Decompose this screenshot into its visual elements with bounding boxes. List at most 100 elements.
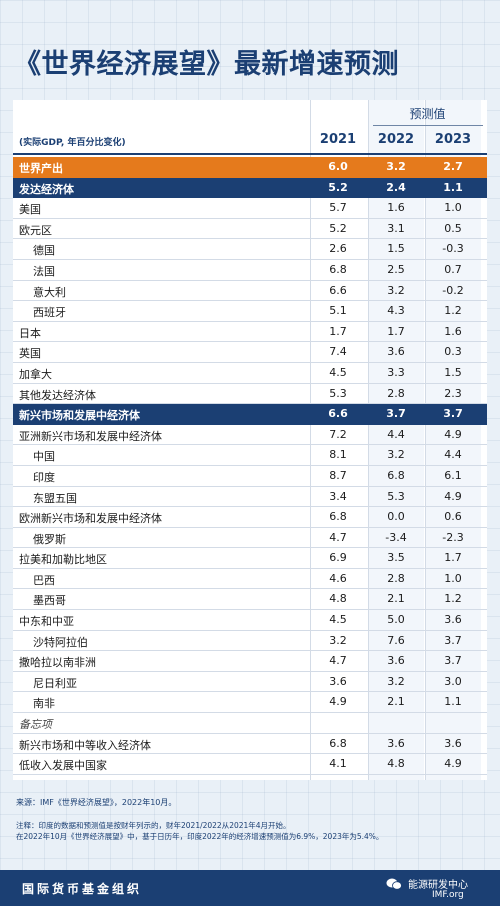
row-label: 新兴市场和中等收入经济体 [19, 738, 151, 752]
table-row: 加拿大 4.5 3.3 1.5 [13, 363, 487, 384]
value-cell-2021: 6.6 [328, 407, 348, 421]
value-cell-2023: 0.5 [444, 221, 462, 235]
year-header-2022: 2022 [377, 132, 415, 147]
value-cell-2023: 4.9 [444, 489, 462, 503]
value-cell-2022: 3.2 [387, 283, 405, 297]
value-cell-2022: 2.8 [387, 571, 405, 585]
value-cell-2023: 3.0 [444, 674, 462, 688]
value-cell-2023: -0.2 [442, 283, 464, 297]
value-cell-2023: 1.2 [444, 592, 462, 606]
value-cell-2023: 1.2 [444, 304, 462, 318]
table-row: 巴西 4.6 2.8 1.0 [13, 569, 487, 590]
value-cell-2021: 5.2 [329, 221, 347, 235]
value-cell-2021: 5.3 [329, 386, 347, 400]
table-row: 中国 8.1 3.2 4.4 [13, 445, 487, 466]
footer-watermark: 能源研发中心 [408, 880, 468, 891]
table-row: 英国 7.4 3.6 0.3 [13, 342, 487, 363]
value-cell-2021: 6.9 [329, 551, 347, 565]
value-cell-2021: 3.2 [329, 633, 347, 647]
value-cell-2022: 1.6 [387, 201, 405, 215]
value-cell-2023: 1.1 [444, 695, 462, 709]
table-row: 美国 5.7 1.6 1.0 [13, 198, 487, 219]
table-row: 法国 6.8 2.5 0.7 [13, 260, 487, 281]
value-cell-2023: 1.6 [444, 324, 462, 338]
column-divider [310, 100, 311, 780]
row-label: 西班牙 [33, 306, 66, 320]
value-cell-2022: 5.3 [387, 489, 405, 503]
value-cell-2022: 3.2 [387, 448, 405, 462]
value-cell-2021: 4.6 [329, 571, 347, 585]
row-label: 世界产出 [19, 162, 63, 175]
table-row: 日本 1.7 1.7 1.6 [13, 322, 487, 343]
table-row: 俄罗斯 4.7 -3.4 -2.3 [13, 528, 487, 549]
value-cell-2023: 4.9 [444, 757, 462, 771]
value-cell-2021: 4.7 [329, 530, 347, 544]
footer-org-name: 国际货币基金组织 [22, 882, 143, 896]
table-row: 东盟五国 3.4 5.3 4.9 [13, 487, 487, 508]
row-label: 印度 [33, 470, 55, 484]
table-row: 世界产出 6.0 3.2 2.7 [13, 157, 487, 178]
value-cell-2022: 4.3 [387, 304, 405, 318]
row-label: 意大利 [33, 285, 66, 299]
footer-imf-link[interactable]: IMF.org [432, 890, 464, 900]
table-row: 德国 2.6 1.5 -0.3 [13, 239, 487, 260]
value-cell-2021: 4.5 [329, 365, 347, 379]
value-cell-2021: 4.5 [329, 613, 347, 627]
value-cell-2023: -0.3 [442, 242, 464, 256]
value-cell-2023: -2.3 [442, 530, 464, 544]
value-cell-2022: 7.6 [387, 633, 405, 647]
row-label: 撒哈拉以南非洲 [19, 656, 96, 670]
table-row: 欧洲新兴市场和发展中经济体 6.8 0.0 0.6 [13, 507, 487, 528]
value-cell-2022: 5.0 [387, 613, 405, 627]
year-header-2023: 2023 [434, 132, 472, 147]
value-cell-2022: 3.2 [386, 160, 406, 173]
table-row: 发达经济体 5.2 2.4 1.1 [13, 177, 487, 199]
footnote: 在2022年10月《世界经济展望》中，基于日历年，印度2022年的经济增速预测值… [16, 832, 384, 841]
table-row: 中东和中亚 4.5 5.0 3.6 [13, 610, 487, 631]
value-cell-2023: 0.7 [444, 262, 462, 276]
value-cell-2023: 3.7 [443, 407, 463, 421]
table-row: 拉美和加勒比地区 6.9 3.5 1.7 [13, 548, 487, 569]
table-row: 新兴市场和发展中经济体 6.6 3.7 3.7 [13, 404, 487, 425]
value-cell-2022: 3.6 [387, 345, 405, 359]
value-cell-2021: 6.8 [329, 736, 347, 750]
value-cell-2021: 8.1 [329, 448, 347, 462]
value-cell-2022: 2.8 [387, 386, 405, 400]
page-title: 《世界经济展望》最新增速预测 [14, 49, 399, 80]
row-label: 南非 [33, 697, 55, 711]
table-row: 其他发达经济体 5.3 2.8 2.3 [13, 384, 487, 405]
value-cell-2022: 3.7 [386, 407, 406, 421]
value-cell-2022: -3.4 [385, 530, 407, 544]
value-cell-2022: 3.6 [387, 736, 405, 750]
value-cell-2022: 2.5 [387, 262, 405, 276]
row-label: 备忘项 [19, 718, 52, 732]
row-label: 日本 [19, 326, 41, 340]
value-cell-2023: 6.1 [444, 468, 462, 482]
row-label: 新兴市场和发展中经济体 [19, 409, 140, 423]
value-cell-2021: 2.6 [329, 242, 347, 256]
value-cell-2021: 4.9 [329, 695, 347, 709]
table-row: 新兴市场和中等收入经济体 6.8 3.6 3.6 [13, 734, 487, 755]
value-cell-2022: 3.5 [387, 551, 405, 565]
value-cell-2023: 4.9 [444, 427, 462, 441]
value-cell-2021: 6.0 [328, 160, 348, 173]
value-cell-2023: 1.0 [444, 571, 462, 585]
footnote: 注释：印度的数据和预测值是按财年列示的，财年2021/2022从2021年4月开… [16, 821, 291, 830]
row-label: 发达经济体 [19, 182, 74, 196]
value-cell-2023: 3.6 [444, 613, 462, 627]
footer-bar: 国际货币基金组织 能源研发中心 IMF.org [0, 870, 500, 906]
row-label: 德国 [33, 244, 55, 258]
value-cell-2022: 6.8 [387, 468, 405, 482]
row-label: 沙特阿拉伯 [33, 635, 88, 649]
value-cell-2022: 4.4 [387, 427, 405, 441]
value-cell-2023: 4.4 [444, 448, 462, 462]
column-divider [368, 100, 369, 780]
value-cell-2021: 5.2 [328, 180, 348, 194]
source-note: 来源：IMF《世界经济展望》，2022年10月。 [16, 798, 177, 807]
table-row: 欧元区 5.2 3.1 0.5 [13, 219, 487, 240]
unit-label: (实际GDP, 年百分比变化) [19, 138, 126, 148]
header-rule [13, 153, 487, 155]
forecast-column-band [425, 100, 481, 780]
row-label: 俄罗斯 [33, 532, 66, 546]
row-label: 亚洲新兴市场和发展中经济体 [19, 429, 162, 443]
